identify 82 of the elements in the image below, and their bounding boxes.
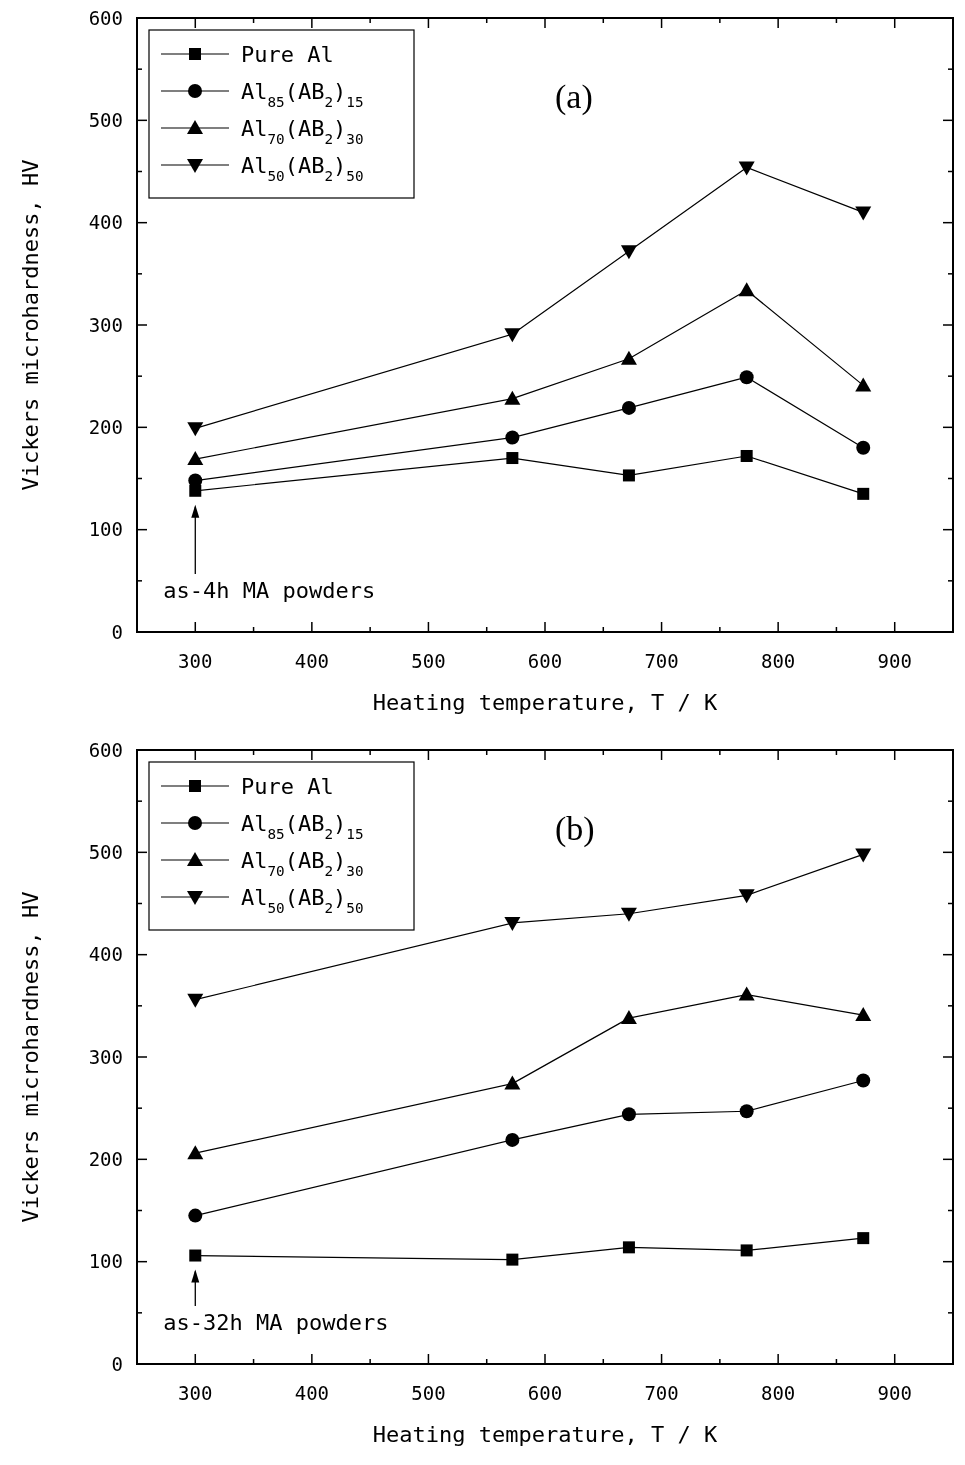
- y-axis-title: Vickers microhardness, HV: [18, 159, 43, 491]
- annotation: as-4h MA powders: [163, 578, 376, 603]
- y-tick-label: 600: [88, 6, 123, 29]
- y-tick-label: 300: [88, 313, 123, 336]
- legend-label: Al$_{50}$(AB$_{2}$)$_{50}$: [241, 885, 364, 916]
- point: [857, 1232, 870, 1245]
- point: [620, 907, 637, 922]
- legend-label: Al$_{85}$(AB$_{2}$)$_{15}$: [241, 811, 364, 842]
- x-tick-label: 300: [178, 1382, 213, 1404]
- y-tick-label: 500: [88, 840, 123, 863]
- y-tick-label: 0: [111, 620, 123, 643]
- point: [505, 430, 520, 445]
- point: [187, 422, 204, 437]
- y-tick-label: 100: [88, 1250, 123, 1273]
- x-axis-title: Heating temperature, T / K: [372, 1422, 718, 1447]
- x-tick-label: 800: [760, 650, 796, 672]
- point: [855, 206, 872, 221]
- annotation: (a): [555, 78, 593, 116]
- y-tick-label: 0: [111, 1352, 123, 1375]
- point: [621, 400, 636, 415]
- point: [856, 440, 871, 455]
- legend-label: Al$_{70}$(AB$_{2}$)$_{30}$: [241, 116, 364, 147]
- x-tick-label: 700: [644, 650, 679, 672]
- x-tick-label: 700: [644, 1382, 679, 1404]
- x-tick-label: 900: [877, 650, 912, 672]
- point: [187, 1145, 204, 1160]
- y-tick-label: 500: [88, 108, 123, 131]
- point: [504, 916, 521, 931]
- point: [739, 370, 754, 385]
- point: [622, 469, 635, 482]
- legend-label: Al$_{70}$(AB$_{2}$)$_{30}$: [241, 848, 364, 879]
- point: [189, 1249, 202, 1262]
- legend-label: Al$_{85}$(AB$_{2}$)$_{15}$: [241, 79, 364, 110]
- point: [738, 986, 755, 1001]
- point: [856, 1073, 871, 1088]
- point: [738, 889, 755, 904]
- point: [621, 1107, 636, 1122]
- x-tick-label: 500: [411, 1382, 446, 1404]
- point: [506, 452, 519, 465]
- x-tick-label: 600: [527, 1382, 563, 1404]
- legend-label: Pure Al: [241, 774, 334, 799]
- point: [739, 1104, 754, 1119]
- point: [620, 350, 637, 365]
- point: [738, 282, 755, 297]
- y-tick-label: 400: [88, 211, 123, 234]
- annotation: as-32h MA powders: [163, 1310, 389, 1335]
- point: [504, 328, 521, 343]
- point: [855, 377, 872, 392]
- point: [855, 848, 872, 863]
- point: [504, 1075, 521, 1090]
- x-tick-label: 400: [294, 1382, 330, 1404]
- point: [740, 449, 753, 462]
- y-tick-label: 200: [88, 1147, 123, 1170]
- point: [855, 1007, 872, 1022]
- x-tick-label: 400: [294, 650, 330, 672]
- point: [505, 1132, 520, 1147]
- y-axis-title: Vickers microhardness, HV: [18, 891, 43, 1223]
- point: [504, 390, 521, 405]
- point: [187, 451, 204, 466]
- point: [506, 1253, 519, 1266]
- annotation: (b): [555, 810, 595, 848]
- point: [620, 245, 637, 260]
- y-tick-label: 200: [88, 415, 123, 438]
- point: [738, 161, 755, 176]
- legend-label: Al$_{50}$(AB$_{2}$)$_{50}$: [241, 153, 364, 184]
- y-tick-label: 100: [88, 518, 123, 541]
- point: [187, 993, 204, 1008]
- x-tick-label: 600: [527, 650, 563, 672]
- x-tick-label: 800: [760, 1382, 796, 1404]
- y-tick-label: 600: [88, 738, 123, 761]
- y-tick-label: 400: [88, 943, 123, 966]
- legend-label: Pure Al: [241, 42, 334, 67]
- point: [620, 1010, 637, 1025]
- x-tick-label: 500: [411, 650, 446, 672]
- x-tick-label: 300: [178, 650, 213, 672]
- x-tick-label: 900: [877, 1382, 912, 1404]
- point: [188, 1208, 203, 1223]
- point: [740, 1244, 753, 1257]
- point: [622, 1241, 635, 1254]
- point: [857, 487, 870, 500]
- x-axis-title: Heating temperature, T / K: [372, 690, 718, 715]
- y-tick-label: 300: [88, 1045, 123, 1068]
